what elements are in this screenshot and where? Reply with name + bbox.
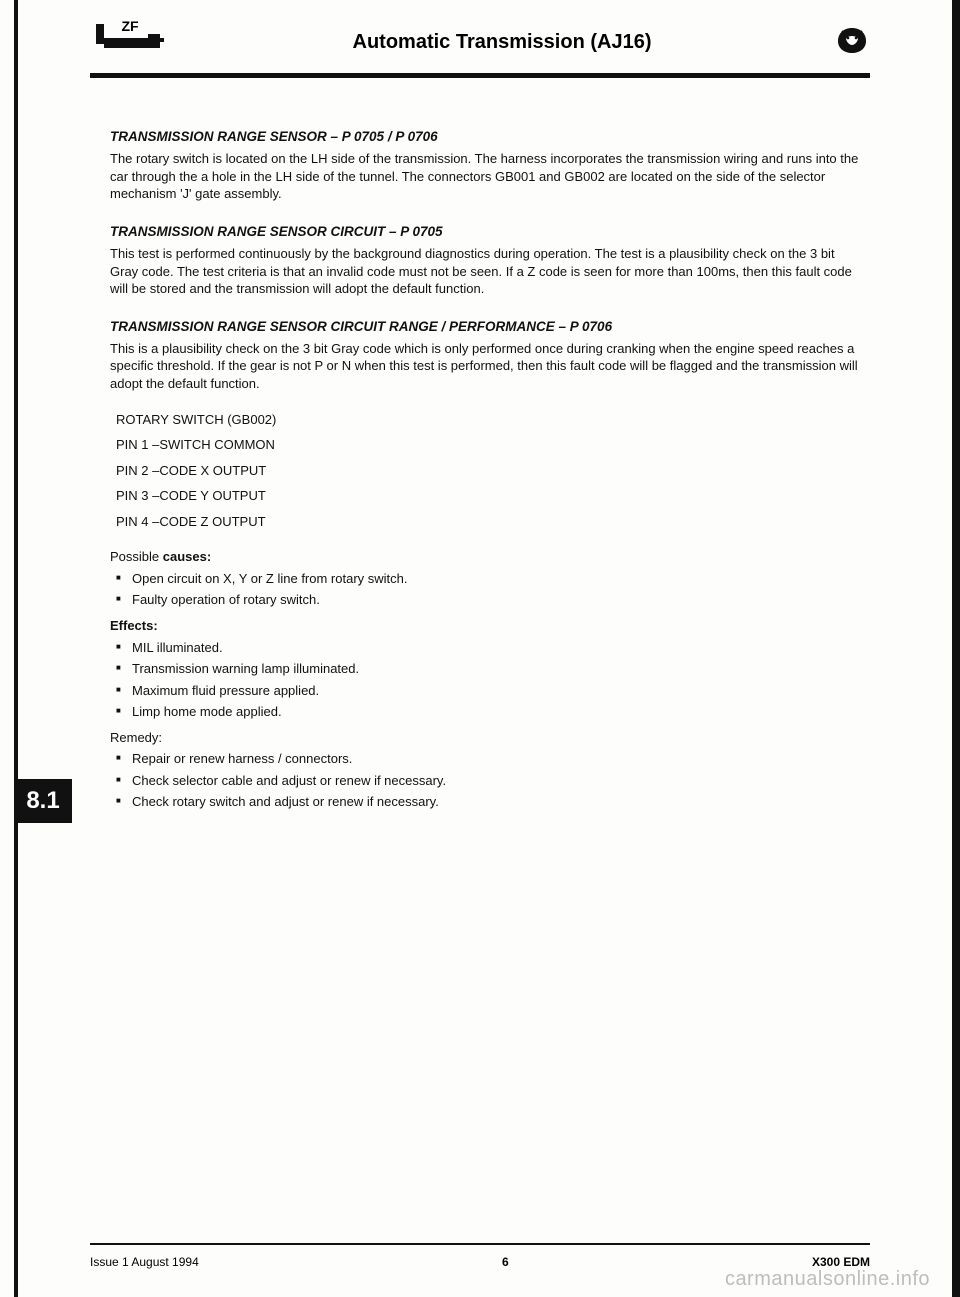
pin-line: PIN 4 –CODE Z OUTPUT bbox=[116, 513, 860, 531]
list-item: Open circuit on X, Y or Z line from rota… bbox=[116, 570, 860, 588]
section3-heading: TRANSMISSION RANGE SENSOR CIRCUIT RANGE … bbox=[110, 318, 860, 336]
effects-list: MIL illuminated. Transmission warning la… bbox=[110, 639, 860, 721]
footer-issue: Issue 1 August 1994 bbox=[90, 1255, 199, 1269]
remedy-list: Repair or renew harness / connectors. Ch… bbox=[110, 750, 860, 811]
header: ZF Automatic Transmission (AJ16) bbox=[50, 20, 890, 73]
list-item: Transmission warning lamp illuminated. bbox=[116, 660, 860, 678]
causes-heading: Possible causes: bbox=[110, 548, 860, 566]
list-item: Check rotary switch and adjust or renew … bbox=[116, 793, 860, 811]
page-title: Automatic Transmission (AJ16) bbox=[170, 31, 834, 54]
footer-model: X300 EDM bbox=[812, 1255, 870, 1269]
border-right bbox=[952, 0, 960, 1297]
list-item: Repair or renew harness / connectors. bbox=[116, 750, 860, 768]
page: ZF Automatic Transmission (AJ16) TRANSMI… bbox=[0, 0, 960, 1297]
section2-para: This test is performed continuously by t… bbox=[110, 245, 860, 298]
remedy-heading: Remedy: bbox=[110, 729, 860, 747]
section2-heading: TRANSMISSION RANGE SENSOR CIRCUIT – P 07… bbox=[110, 223, 860, 241]
section3-para: This is a plausibility check on the 3 bi… bbox=[110, 340, 860, 393]
list-item: MIL illuminated. bbox=[116, 639, 860, 657]
causes-list: Open circuit on X, Y or Z line from rota… bbox=[110, 570, 860, 609]
jaguar-logo bbox=[834, 25, 870, 60]
footer-page-number: 6 bbox=[502, 1255, 509, 1269]
list-item: Check selector cable and adjust or renew… bbox=[116, 772, 860, 790]
pin-title: ROTARY SWITCH (GB002) bbox=[116, 411, 860, 429]
footer: Issue 1 August 1994 6 X300 EDM bbox=[90, 1255, 870, 1269]
causes-label: Possible causes: bbox=[110, 549, 211, 564]
content: TRANSMISSION RANGE SENSOR – P 0705 / P 0… bbox=[50, 78, 890, 811]
pin-block: ROTARY SWITCH (GB002) PIN 1 –SWITCH COMM… bbox=[116, 411, 860, 531]
section1-para: The rotary switch is located on the LH s… bbox=[110, 150, 860, 203]
effects-heading: Effects: bbox=[110, 617, 860, 635]
zf-logo: ZF bbox=[90, 20, 170, 65]
section-tab: 8.1 bbox=[14, 779, 72, 823]
list-item: Limp home mode applied. bbox=[116, 703, 860, 721]
section1-heading: TRANSMISSION RANGE SENSOR – P 0705 / P 0… bbox=[110, 128, 860, 146]
zf-label: ZF bbox=[121, 18, 138, 34]
jaguar-icon bbox=[834, 25, 870, 55]
footer-rule bbox=[90, 1243, 870, 1245]
pin-line: PIN 1 –SWITCH COMMON bbox=[116, 436, 860, 454]
pin-line: PIN 2 –CODE X OUTPUT bbox=[116, 462, 860, 480]
watermark: carmanualsonline.info bbox=[725, 1268, 930, 1291]
pin-line: PIN 3 –CODE Y OUTPUT bbox=[116, 487, 860, 505]
list-item: Maximum fluid pressure applied. bbox=[116, 682, 860, 700]
list-item: Faulty operation of rotary switch. bbox=[116, 591, 860, 609]
border-left bbox=[14, 0, 18, 1297]
